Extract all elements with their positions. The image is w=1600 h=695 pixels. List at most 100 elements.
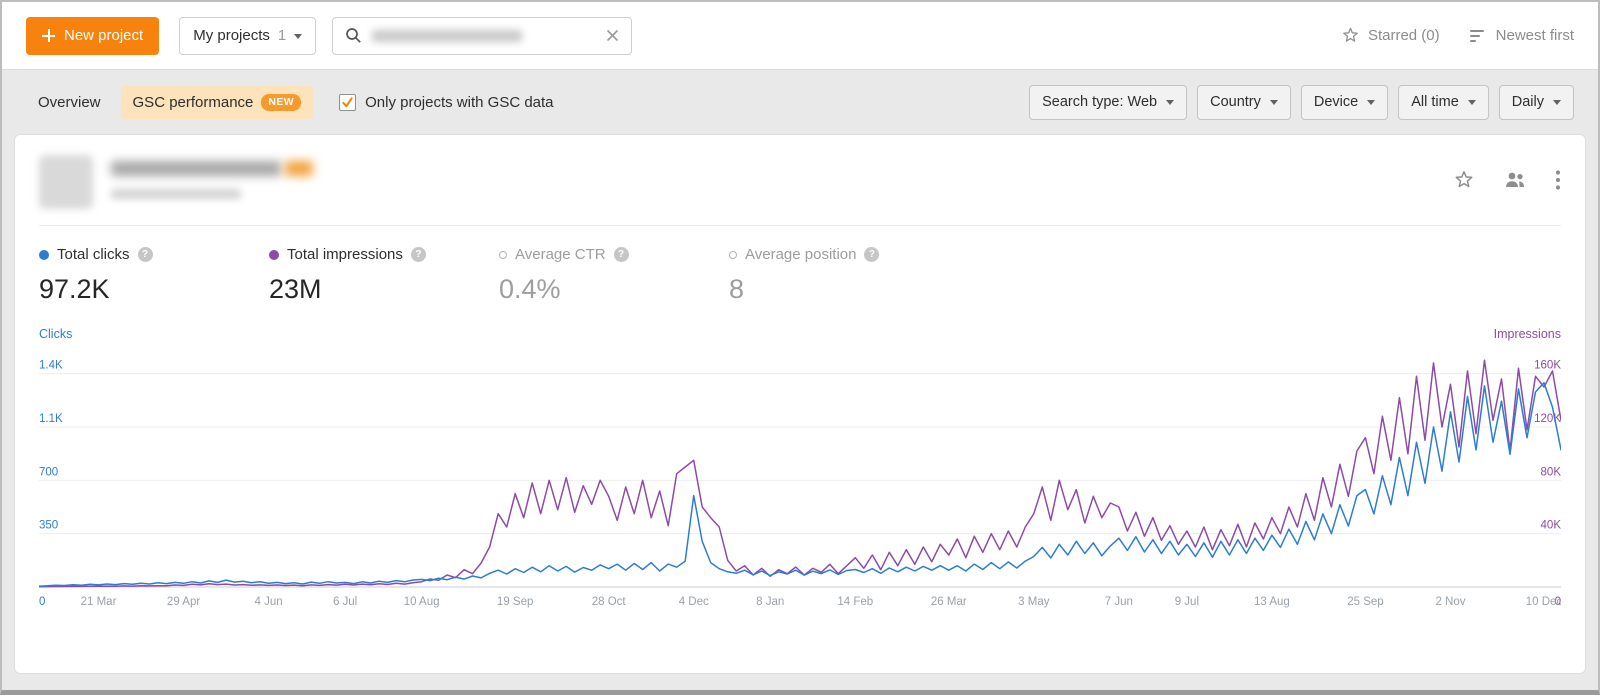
chevron-down-icon xyxy=(294,33,303,39)
metrics-row: Total clicks ? 97.2K Total impressions ?… xyxy=(39,246,1561,305)
svg-text:19 Sep: 19 Sep xyxy=(497,596,533,608)
metric-average-ctr[interactable]: Average CTR ? 0.4% xyxy=(499,246,729,305)
date-range-dropdown[interactable]: All time xyxy=(1398,84,1489,120)
help-icon[interactable]: ? xyxy=(137,247,153,262)
gsc-performance-chart-svg: 0 350 700 1.1K 1.4K 0 40K 80K 120K 160K 21 Mar 29 A… xyxy=(39,359,1561,608)
svg-text:28 Oct: 28 Oct xyxy=(592,596,627,608)
device-label: Device xyxy=(1313,94,1359,110)
projects-filter-label: My projects xyxy=(193,27,270,44)
svg-text:8 Jan: 8 Jan xyxy=(756,596,784,608)
gsc-data-checkbox[interactable]: Only projects with GSC data xyxy=(339,93,554,111)
new-badge: NEW xyxy=(261,93,302,111)
gsc-checkbox-label: Only projects with GSC data xyxy=(365,93,554,111)
left-axis-title: Clicks xyxy=(39,327,73,341)
plus-icon xyxy=(42,29,55,42)
chevron-down-icon xyxy=(1467,100,1476,105)
device-dropdown[interactable]: Device xyxy=(1300,84,1389,120)
filter-bar: Overview GSC performance NEW Only projec… xyxy=(2,70,1598,134)
granularity-dropdown[interactable]: Daily xyxy=(1498,84,1574,120)
metric-value: 8 xyxy=(729,274,745,304)
sort-icon xyxy=(1469,29,1484,42)
help-icon[interactable]: ? xyxy=(613,247,629,262)
metric-label: Average CTR xyxy=(515,246,606,263)
svg-text:350: 350 xyxy=(39,520,58,532)
metric-label: Total clicks xyxy=(57,246,130,263)
svg-text:13 Aug: 13 Aug xyxy=(1254,596,1290,608)
new-project-button[interactable]: New project xyxy=(26,16,160,55)
kebab-menu-icon[interactable] xyxy=(1555,169,1561,191)
projects-filter-dropdown[interactable]: My projects 1 xyxy=(179,16,317,55)
tab-gsc-performance[interactable]: GSC performance NEW xyxy=(120,85,314,119)
search-icon xyxy=(346,28,362,43)
new-project-label: New project xyxy=(64,27,144,44)
position-series-dot xyxy=(729,250,737,259)
svg-text:10 Aug: 10 Aug xyxy=(404,596,440,608)
svg-text:9 Jul: 9 Jul xyxy=(1175,596,1199,608)
project-name-redacted[interactable] xyxy=(111,161,281,176)
svg-text:10 Dec: 10 Dec xyxy=(1526,596,1561,608)
svg-text:21 Mar: 21 Mar xyxy=(81,596,117,608)
metric-label: Average position xyxy=(745,246,857,263)
chevron-down-icon xyxy=(1553,100,1561,105)
clicks-series-dot xyxy=(39,249,49,260)
toolbar-right-group: Starred (0) Newest first xyxy=(1341,26,1574,45)
clear-search-icon[interactable] xyxy=(606,29,619,42)
right-axis-title: Impressions xyxy=(1493,327,1561,341)
starred-filter-button[interactable]: Starred (0) xyxy=(1341,26,1440,45)
chevron-down-icon xyxy=(1166,100,1175,105)
performance-chart[interactable]: 0 350 700 1.1K 1.4K 0 40K 80K 120K 160K 21 Mar 29 A… xyxy=(39,347,1561,613)
country-dropdown[interactable]: Country xyxy=(1197,84,1291,120)
impressions-series-dot xyxy=(269,249,279,260)
svg-text:3 May: 3 May xyxy=(1018,596,1050,608)
date-range-label: All time xyxy=(1411,94,1459,110)
svg-text:160K: 160K xyxy=(1534,360,1561,372)
country-label: Country xyxy=(1210,94,1261,110)
ctr-series-dot xyxy=(499,250,507,259)
starred-label: Starred (0) xyxy=(1367,27,1440,44)
project-actions xyxy=(1453,155,1561,191)
metric-average-position[interactable]: Average position ? 8 xyxy=(729,246,959,305)
search-type-dropdown[interactable]: Search type: Web xyxy=(1029,84,1188,120)
svg-text:1.4K: 1.4K xyxy=(39,360,63,372)
svg-text:120K: 120K xyxy=(1534,413,1561,425)
metric-total-clicks[interactable]: Total clicks ? 97.2K xyxy=(39,246,269,305)
star-icon xyxy=(1343,27,1358,42)
metric-value: 23M xyxy=(269,274,322,304)
tab-overview[interactable]: Overview xyxy=(38,93,101,111)
project-card-header xyxy=(39,155,1561,209)
metric-total-impressions[interactable]: Total impressions ? 23M xyxy=(269,246,499,305)
search-query-redacted xyxy=(372,29,523,42)
project-domain-redacted xyxy=(111,189,241,199)
sort-label: Newest first xyxy=(1495,27,1574,44)
svg-text:26 Mar: 26 Mar xyxy=(931,596,967,608)
star-project-icon[interactable] xyxy=(1453,169,1475,191)
svg-text:40K: 40K xyxy=(1541,520,1561,532)
share-users-icon[interactable] xyxy=(1503,169,1527,191)
metric-value: 97.2K xyxy=(39,274,110,304)
chevron-down-icon xyxy=(1367,100,1376,105)
svg-text:7 Jun: 7 Jun xyxy=(1105,596,1133,608)
tab-gsc-performance-label: GSC performance xyxy=(132,93,254,111)
svg-text:2 Nov: 2 Nov xyxy=(1435,596,1465,608)
svg-text:4 Dec: 4 Dec xyxy=(679,596,709,608)
checkbox-checked-icon xyxy=(339,93,357,111)
sort-order-button[interactable]: Newest first xyxy=(1469,27,1574,44)
svg-text:700: 700 xyxy=(39,466,58,478)
svg-text:0: 0 xyxy=(39,596,45,608)
projects-count: 1 xyxy=(277,27,287,44)
svg-text:14 Feb: 14 Feb xyxy=(837,596,873,608)
help-icon[interactable]: ? xyxy=(410,247,426,262)
chevron-down-icon xyxy=(1269,100,1278,105)
search-input[interactable] xyxy=(332,16,633,55)
project-avatar xyxy=(39,155,93,209)
svg-text:29 Apr: 29 Apr xyxy=(167,596,200,608)
granularity-label: Daily xyxy=(1511,94,1544,110)
svg-text:4 Jun: 4 Jun xyxy=(255,596,283,608)
chart-axis-titles: Clicks Impressions xyxy=(39,327,1561,341)
svg-text:1.1K: 1.1K xyxy=(39,413,63,425)
help-icon[interactable]: ? xyxy=(864,247,880,262)
project-title-block xyxy=(111,155,313,204)
top-toolbar: New project My projects 1 xyxy=(2,2,1598,70)
metric-value: 0.4% xyxy=(499,274,561,304)
